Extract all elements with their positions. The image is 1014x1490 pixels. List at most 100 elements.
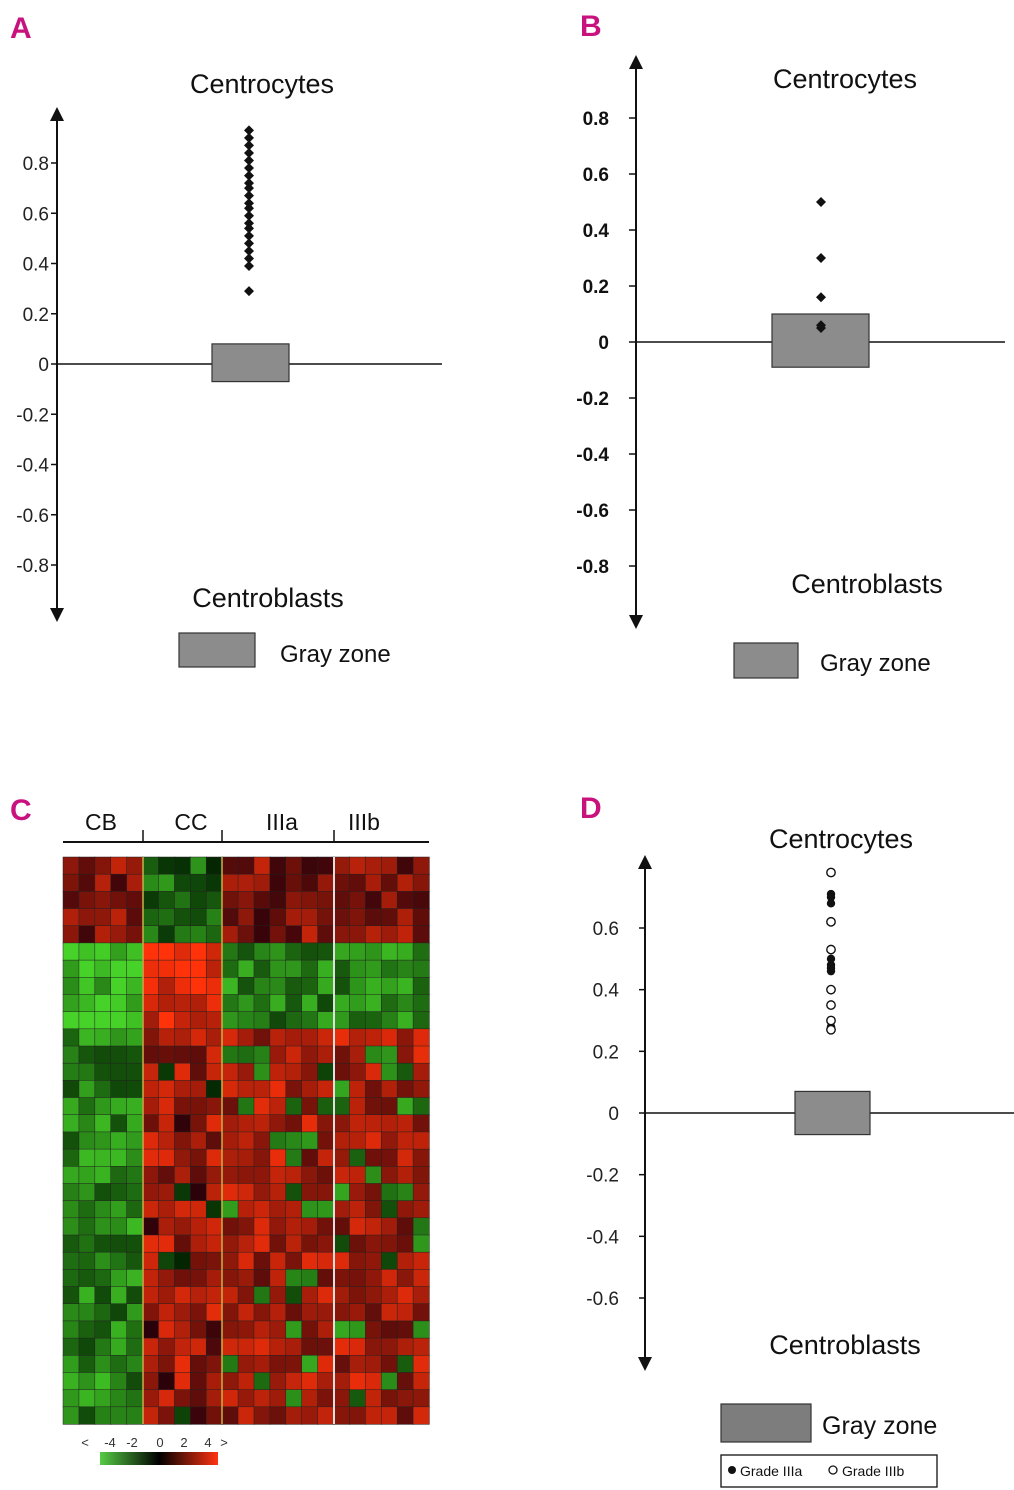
heatmap-cell xyxy=(349,1080,366,1099)
heatmap-cell xyxy=(285,1028,303,1047)
heatmap-cell xyxy=(78,1217,96,1236)
heatmap-cell xyxy=(301,1200,319,1219)
heatmap-cell xyxy=(62,942,80,961)
heatmap-cell xyxy=(221,1114,239,1133)
heatmap-cell xyxy=(237,1320,255,1339)
data-point-b xyxy=(816,323,826,333)
heatmap-cell xyxy=(94,959,112,978)
data-point-a xyxy=(244,155,254,166)
heatmap-cell xyxy=(221,1337,239,1356)
heatmap-cell xyxy=(365,942,382,961)
heatmap-cell xyxy=(365,1337,382,1356)
heatmap-cell xyxy=(126,1148,144,1167)
heatmap-cell xyxy=(365,1166,382,1185)
heatmap-cell xyxy=(62,1114,80,1133)
heatmap-cell xyxy=(269,1114,287,1133)
heatmap-cell xyxy=(205,1406,223,1425)
heatmap-cell xyxy=(110,856,128,875)
heatmap-cell xyxy=(142,959,160,978)
heatmap-cell xyxy=(190,1166,207,1185)
heatmap-cell xyxy=(269,1337,287,1356)
heatmap-cell xyxy=(110,1251,128,1271)
heatmap-cell xyxy=(110,1320,128,1339)
heatmap-cell xyxy=(126,1097,144,1116)
heatmap-cell xyxy=(62,1406,80,1425)
heatmap-cell xyxy=(381,1166,398,1185)
heatmap-cell xyxy=(349,1166,366,1185)
heatmap-cell xyxy=(142,1234,160,1253)
heatmap-cell xyxy=(94,1303,112,1322)
heatmap-cell xyxy=(333,1303,351,1322)
heatmap-cell xyxy=(126,1114,144,1133)
heatmap-cell xyxy=(285,1286,303,1305)
y-tick-label-b: -0.6 xyxy=(576,501,609,522)
heatmap-cell xyxy=(381,1355,398,1374)
heatmap-cell xyxy=(412,1028,430,1047)
heatmap-cell xyxy=(110,1011,128,1030)
heatmap-cell xyxy=(365,959,382,978)
heatmap-cell xyxy=(94,1045,112,1064)
heatmap-cell xyxy=(381,1097,398,1116)
grade-iiia-marker xyxy=(728,1466,736,1474)
heatmap-cell xyxy=(205,1303,223,1322)
heatmap-cell xyxy=(110,1406,128,1425)
heatmap-cell xyxy=(78,1200,96,1219)
heatmap-cell xyxy=(301,1148,319,1167)
heatmap-cell xyxy=(269,891,287,910)
heatmap-cell xyxy=(349,1251,366,1271)
heatmap-cell xyxy=(396,1200,414,1219)
heatmap-cell xyxy=(62,1148,80,1167)
heatmap-cell xyxy=(221,1028,239,1047)
heatmap-cell xyxy=(412,1337,430,1356)
heatmap-cell xyxy=(349,959,366,978)
heatmap-cell xyxy=(301,942,319,961)
data-point-a xyxy=(244,245,254,256)
heatmap-cell xyxy=(412,1114,430,1133)
heatmap-cell xyxy=(142,1080,160,1099)
heatmap-cell xyxy=(269,1320,287,1339)
heatmap-cell xyxy=(253,1183,271,1202)
heatmap-cell xyxy=(190,1251,207,1271)
y-ticks-a: 0.8 0.6 0.4 0.2 0 -0.2 -0.4 -0.6 -0.8 xyxy=(16,154,57,577)
heatmap-cell xyxy=(205,856,223,875)
heatmap-cell xyxy=(365,1131,382,1150)
heatmap-cell xyxy=(365,1011,382,1030)
heatmap-cell xyxy=(301,1406,319,1425)
heatmap-cell xyxy=(174,1045,191,1064)
heatmap-cell xyxy=(412,1372,430,1391)
heatmap-cell xyxy=(221,925,239,944)
heatmap-cell xyxy=(333,1183,351,1202)
heatmap-cell xyxy=(190,1062,207,1082)
heatmap-cell xyxy=(62,891,80,910)
heatmap-cell xyxy=(317,1045,335,1064)
heatmap-cell xyxy=(381,1337,398,1356)
heatmap-cell xyxy=(158,1045,176,1064)
heatmap-cell xyxy=(396,1045,414,1064)
heatmap-cell xyxy=(317,1234,335,1253)
y-tick-label-b: -0.8 xyxy=(576,557,609,578)
bottom-label-d: Centroblasts xyxy=(769,1330,921,1360)
heatmap-cell xyxy=(110,1286,128,1305)
heatmap-cell xyxy=(62,873,80,893)
heatmap-cell xyxy=(237,908,255,927)
heatmap-cell xyxy=(269,1303,287,1322)
heatmap-cell xyxy=(269,908,287,927)
heatmap-cell xyxy=(381,1062,398,1082)
data-point-a xyxy=(244,183,254,194)
heatmap-cell xyxy=(78,1406,96,1425)
legend-label-d: Gray zone xyxy=(822,1412,937,1440)
heatmap-cell xyxy=(301,1217,319,1236)
heatmap-cell xyxy=(396,994,414,1013)
bottom-label-b: Centroblasts xyxy=(791,569,943,599)
heatmap-cell xyxy=(126,977,144,996)
heatmap-cell xyxy=(174,977,191,996)
heatmap-cell xyxy=(221,1200,239,1219)
heatmap-cell xyxy=(253,1217,271,1236)
heatmap-cell xyxy=(285,1011,303,1030)
heatmap-cell xyxy=(158,1286,176,1305)
heatmap-cell xyxy=(285,1389,303,1408)
heatmap-cell xyxy=(62,1028,80,1047)
heatmap-cell xyxy=(349,856,366,875)
heatmap-cell xyxy=(205,1062,223,1082)
heatmap-cell xyxy=(110,1269,128,1288)
